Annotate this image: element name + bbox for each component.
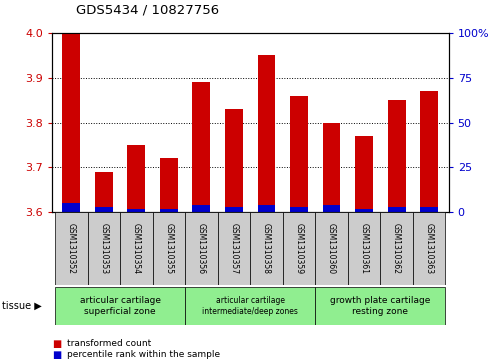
Text: GSM1310359: GSM1310359 [294,223,304,274]
Bar [348,212,380,285]
Bar [355,209,373,212]
Text: GDS5434 / 10827756: GDS5434 / 10827756 [76,3,219,16]
Bar [315,212,348,285]
Bar [282,212,315,285]
Bar [95,172,113,212]
Bar [62,203,80,212]
Bar [225,207,243,212]
Bar [160,209,178,212]
Text: GSM1310353: GSM1310353 [99,223,108,274]
Bar [380,212,413,285]
Bar [192,205,211,212]
Text: GSM1310352: GSM1310352 [67,223,76,274]
Text: ■: ■ [52,339,61,349]
Bar [153,212,185,285]
Bar [95,207,113,212]
Bar [127,209,145,212]
Bar [290,95,308,212]
Text: growth plate cartilage
resting zone: growth plate cartilage resting zone [330,296,430,315]
Bar [88,212,120,285]
Text: GSM1310360: GSM1310360 [327,223,336,274]
Bar [290,207,308,212]
Bar [322,123,341,212]
Text: articular cartilage
superficial zone: articular cartilage superficial zone [79,296,161,315]
Text: GSM1310362: GSM1310362 [392,223,401,274]
Bar [257,205,276,212]
Text: ■: ■ [52,350,61,360]
Bar [185,287,315,325]
Bar [257,55,276,212]
Text: GSM1310357: GSM1310357 [229,223,239,274]
Text: percentile rank within the sample: percentile rank within the sample [67,350,220,359]
Bar [218,212,250,285]
Bar [315,287,445,325]
Bar [387,100,406,212]
Bar [55,287,185,325]
Bar [55,212,88,285]
Text: articular cartilage
intermediate/deep zones: articular cartilage intermediate/deep zo… [202,296,298,315]
Text: tissue ▶: tissue ▶ [2,301,42,311]
Bar [413,212,445,285]
Bar [225,109,243,212]
Bar [355,136,373,212]
Text: GSM1310354: GSM1310354 [132,223,141,274]
Text: GSM1310363: GSM1310363 [424,223,434,274]
Bar [185,212,218,285]
Bar [192,82,211,212]
Text: GSM1310356: GSM1310356 [197,223,206,274]
Bar [250,212,282,285]
Bar [322,205,341,212]
Text: GSM1310361: GSM1310361 [359,223,369,274]
Text: GSM1310355: GSM1310355 [164,223,174,274]
Bar [387,207,406,212]
Bar [420,91,438,212]
Text: GSM1310358: GSM1310358 [262,223,271,274]
Bar [120,212,153,285]
Bar [127,145,145,212]
Text: transformed count: transformed count [67,339,151,348]
Bar [62,33,80,212]
Bar [160,158,178,212]
Bar [420,207,438,212]
